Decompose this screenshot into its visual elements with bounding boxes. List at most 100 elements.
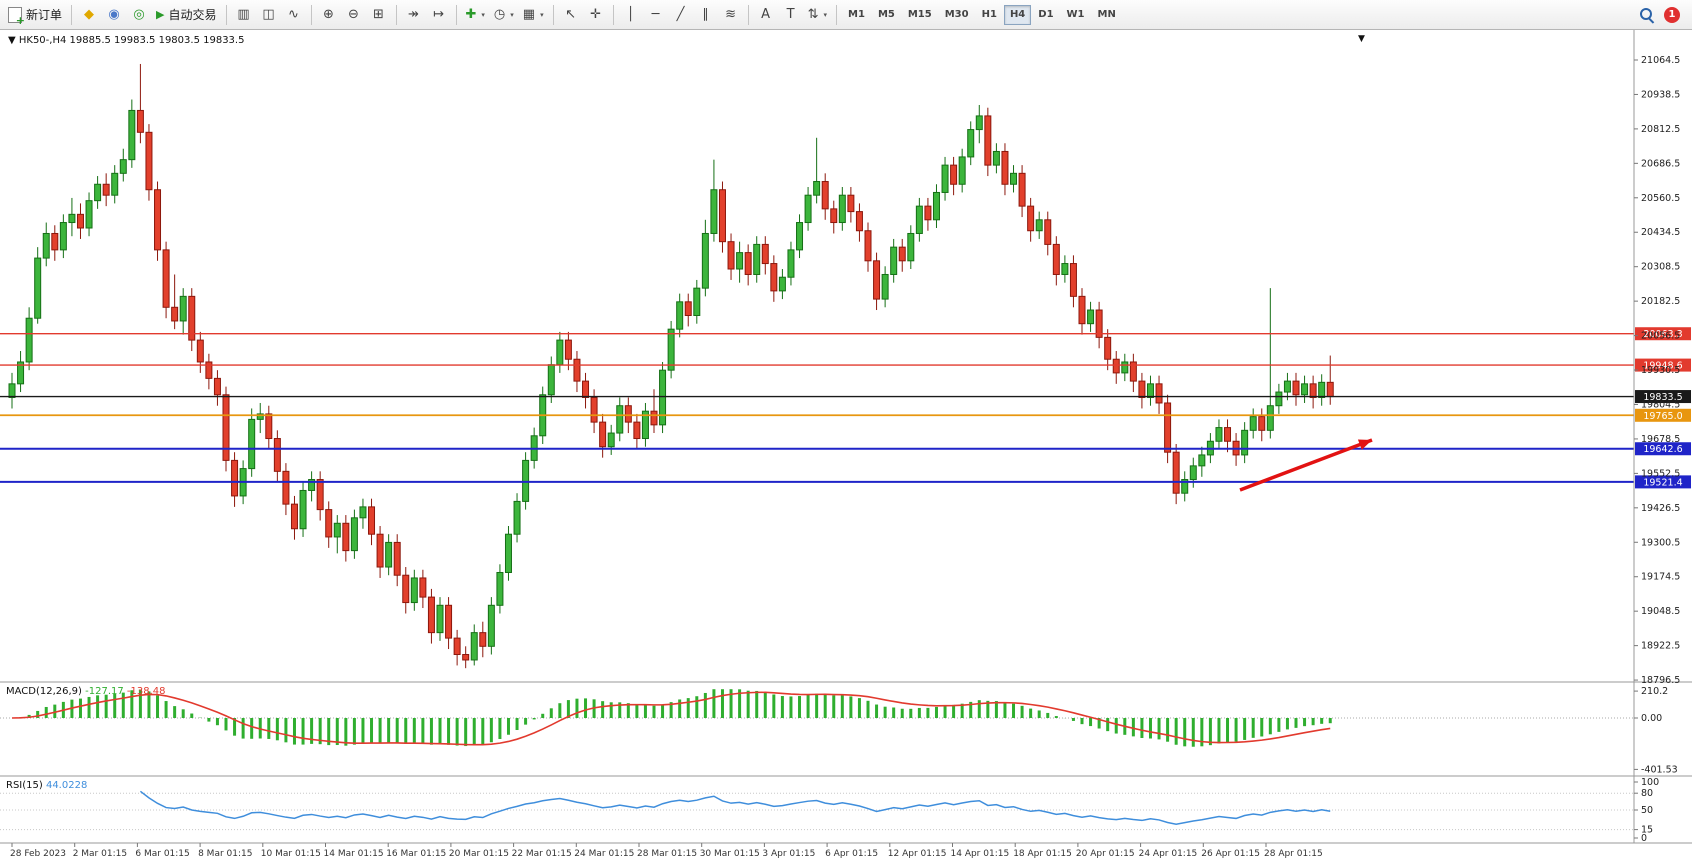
candle-body [830,208,838,224]
date-axis-label: 20 Mar 01:15 [449,849,509,859]
timeframe-mn-button[interactable]: MN [1092,5,1122,25]
candle-body [1018,172,1026,207]
text-button[interactable]: A [754,3,778,27]
tile-windows-button[interactable]: ⊞ [367,3,391,27]
price-level-badge-label: 19765.0 [1643,411,1682,422]
vertical-line-button[interactable]: │ [619,3,643,27]
new-order-button[interactable]: 新订单 [4,3,66,27]
toolbar-right: 1 [1640,6,1688,23]
fibonacci-icon: ≋ [725,7,737,22]
candle-body [393,541,401,576]
candle-body [325,509,333,538]
chart-shift-icon: ↦ [433,7,444,22]
timeframe-w1-button[interactable]: W1 [1061,5,1091,25]
candle-body [179,295,187,322]
date-axis-label: 14 Mar 01:15 [324,849,384,859]
bar-chart-button[interactable]: ▥ [232,3,256,27]
macd-axis-label: 0.00 [1641,713,1662,724]
templates-button[interactable]: ▦ ▾ [519,3,548,27]
draw-tools-group: ↖ ✛ │ ─ ╱ ∥ ≋ A T ⇅ ▾ [559,3,831,27]
toolbar-separator [225,4,227,25]
zoom-in-button[interactable]: ⊕ [317,3,341,27]
timeframe-m30-button[interactable]: M30 [939,5,975,25]
candle-body [1164,402,1172,453]
new-order-label: 新订单 [26,8,63,22]
alerts-button[interactable]: ◎ [127,3,151,27]
equidistant-channel-button[interactable]: ∥ [694,3,718,27]
candle-body [1121,361,1129,374]
candle-body [873,260,881,300]
candle-body [436,604,444,634]
timeframe-m5-button[interactable]: M5 [872,5,901,25]
charts-icon: ◆ [84,7,95,22]
dropdown-arrow-icon[interactable]: ▾ [823,10,828,19]
bar-chart-icon: ▥ [237,7,250,22]
periods-button[interactable]: ◷ ▾ [490,3,518,27]
arrows-button[interactable]: ⇅ ▾ [804,3,831,27]
text-label-button[interactable]: T [779,3,803,27]
candle-body [1044,219,1052,245]
candle-body [1181,479,1189,494]
search-icon[interactable] [1640,7,1654,22]
trendline-icon: ╱ [676,7,685,22]
indicators-button[interactable]: ✚ ▾ [462,3,489,27]
candle-body [770,263,778,292]
equidistant-channel-icon: ∥ [702,7,709,22]
zoom-in-icon: ⊕ [323,7,334,22]
date-axis-label: 2 Mar 01:15 [73,849,127,859]
candle-body [316,479,324,511]
chart-shift-button[interactable]: ↦ [427,3,451,27]
price-axis-label: 20560.5 [1641,193,1680,204]
candle-body [308,479,316,491]
candle-body [967,129,975,158]
autotrading-button[interactable]: ▶ 自动交易 [152,3,220,27]
dropdown-arrow-icon[interactable]: ▾ [481,10,485,19]
candle-body [1052,243,1060,275]
date-axis-label: 28 Feb 2023 [10,849,66,859]
dropdown-arrow-icon[interactable]: ▾ [510,10,514,19]
price-axis-label: 19678.5 [1641,434,1680,445]
price-level-badge-label: 20063.3 [1643,329,1682,340]
price-axis-label: 20182.5 [1641,296,1680,307]
notification-badge[interactable]: 1 [1664,6,1680,23]
timeframe-m1-button[interactable]: M1 [842,5,871,25]
dropdown-arrow-icon[interactable]: ▾ [540,10,544,19]
trendline-button[interactable]: ╱ [669,3,693,27]
timeframe-h1-button[interactable]: H1 [976,5,1003,25]
price-chart-canvas[interactable]: 20063.3 19948.6 19833.5 19765.0 19642.6 19521… [0,30,1692,859]
timeframe-h4-button[interactable]: H4 [1003,4,1032,25]
candle-body [1309,383,1317,399]
price-axis-label: 20056.5 [1641,331,1680,342]
candle-body [1035,219,1043,232]
candle-body [368,506,376,535]
tile-windows-icon: ⊞ [373,7,384,22]
candle-body [1283,380,1291,393]
date-axis-label: 28 Apr 01:15 [1264,849,1323,859]
crosshair-button[interactable]: ✛ [584,3,608,27]
candle-body [479,632,487,647]
profiles-button[interactable]: ◉ [102,3,126,27]
candle-body [333,522,341,538]
fibonacci-button[interactable]: ≋ [719,3,743,27]
candle-body [718,189,726,243]
charts-button[interactable]: ◆ [77,3,101,27]
trend-arrow[interactable] [1239,438,1373,492]
templates-icon: ▦ [522,7,536,22]
timeframe-m15-button[interactable]: M15 [902,5,938,25]
candle-body [128,109,136,161]
candle-body [402,574,410,604]
candle-body [111,172,119,196]
text-label-icon: T [786,7,795,22]
candle-body [376,533,384,568]
candle-body [590,397,598,423]
date-axis-label: 12 Apr 01:15 [888,849,947,859]
candle-body [410,577,418,604]
candlestick-chart-button[interactable]: ◫ [257,3,281,27]
horizontal-line-button[interactable]: ─ [644,3,668,27]
zoom-out-button[interactable]: ⊖ [342,3,366,27]
cursor-button[interactable]: ↖ [559,3,583,27]
auto-scroll-button[interactable]: ↠ [402,3,426,27]
line-chart-button[interactable]: ∿ [282,3,306,27]
timeframe-d1-button[interactable]: D1 [1032,5,1059,25]
candle-body [68,213,76,224]
